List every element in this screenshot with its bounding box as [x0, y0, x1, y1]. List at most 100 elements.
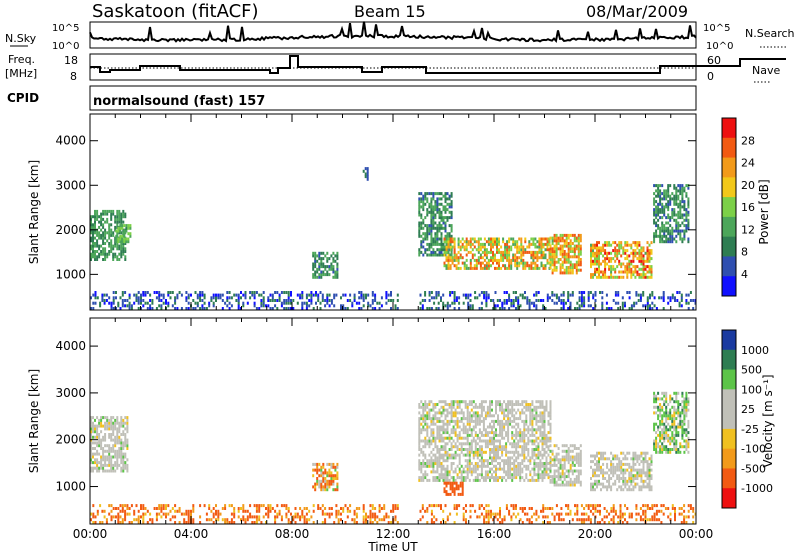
- data-cell: [663, 189, 666, 193]
- data-cell: [432, 419, 435, 423]
- data-cell: [675, 186, 678, 190]
- data-cell: [482, 408, 485, 412]
- data-cell: [458, 470, 461, 474]
- data-cell: [602, 275, 605, 279]
- data-cell: [646, 259, 649, 263]
- data-cell: [569, 255, 572, 259]
- data-cell: [122, 433, 125, 436]
- data-cell: [673, 400, 676, 404]
- data-cell: [527, 442, 530, 446]
- data-cell: [636, 477, 639, 480]
- data-cell: [530, 253, 533, 257]
- data-cell: [538, 266, 541, 270]
- data-cell: [537, 442, 540, 446]
- data-cell: [440, 476, 443, 480]
- data-cell: [110, 433, 113, 436]
- data-cell: [460, 470, 463, 474]
- data-cell: [476, 436, 479, 440]
- data-cell: [432, 205, 435, 209]
- data-cell: [638, 474, 641, 478]
- data-cell: [646, 468, 649, 472]
- data-cell: [428, 224, 431, 228]
- data-cell: [687, 218, 690, 222]
- data-cell: [508, 240, 511, 244]
- data-cell: [513, 470, 516, 474]
- data-cell: [649, 293, 651, 297]
- data-cell: [683, 408, 686, 412]
- data-cell: [476, 467, 479, 471]
- data-cell: [549, 469, 552, 473]
- data-cell: [434, 200, 437, 204]
- data-cell: [126, 441, 129, 445]
- data-cell: [438, 431, 441, 435]
- data-cell: [480, 301, 483, 305]
- data-cell: [592, 482, 594, 486]
- data-cell: [459, 240, 462, 244]
- data-cell: [344, 307, 347, 310]
- left-tick-top: 10^5: [52, 23, 79, 34]
- data-cell: [90, 461, 92, 465]
- data-cell: [594, 291, 597, 294]
- data-cell: [628, 262, 631, 266]
- data-cell: [468, 453, 471, 457]
- data-cell: [194, 291, 197, 294]
- data-cell: [174, 509, 177, 513]
- data-cell: [655, 213, 658, 217]
- data-cell: [521, 450, 524, 454]
- data-cell: [675, 234, 678, 238]
- data-cell: [642, 465, 645, 469]
- data-cell: [503, 408, 506, 412]
- data-cell: [659, 411, 662, 415]
- data-cell: [424, 192, 427, 196]
- data-cell: [418, 425, 421, 429]
- data-cell: [262, 301, 265, 305]
- data-cell: [512, 256, 515, 260]
- data-cell: [543, 405, 546, 409]
- data-cell: [280, 301, 283, 305]
- data-cell: [621, 307, 624, 310]
- data-cell: [503, 467, 506, 471]
- colorbar-tick-label: 24: [741, 157, 755, 170]
- data-cell: [571, 469, 574, 473]
- data-cell: [665, 194, 668, 198]
- data-cell: [316, 471, 319, 475]
- data-cell: [434, 442, 437, 446]
- data-cell: [634, 241, 637, 245]
- data-cell: [592, 454, 594, 458]
- data-cell: [610, 273, 613, 277]
- data-cell: [489, 478, 491, 482]
- data-cell: [642, 479, 645, 483]
- data-cell: [528, 250, 531, 254]
- data-cell: [418, 202, 421, 206]
- data-cell: [490, 264, 492, 268]
- data-cell: [451, 256, 454, 260]
- data-cell: [569, 233, 572, 237]
- data-cell: [428, 403, 431, 406]
- data-cell: [675, 197, 678, 201]
- data-cell: [124, 455, 127, 459]
- data-cell: [114, 449, 117, 453]
- data-cell: [673, 391, 676, 395]
- data-cell: [632, 270, 635, 274]
- data-cell: [667, 448, 670, 451]
- data-cell: [669, 439, 672, 443]
- data-cell: [312, 307, 315, 310]
- data-cell: [657, 213, 660, 217]
- data-cell: [495, 476, 497, 480]
- data-cell: [158, 299, 161, 302]
- data-cell: [646, 296, 649, 300]
- data-cell: [497, 403, 499, 406]
- data-cell: [421, 299, 424, 302]
- data-cell: [482, 459, 485, 463]
- data-cell: [442, 411, 445, 415]
- data-cell: [565, 444, 568, 448]
- data-cell: [125, 224, 128, 228]
- data-cell: [505, 414, 508, 418]
- data-cell: [455, 266, 458, 270]
- data-cell: [334, 259, 337, 263]
- data-cell: [324, 304, 327, 308]
- data-cell: [632, 249, 635, 253]
- data-cell: [628, 474, 631, 478]
- data-cell: [308, 304, 311, 308]
- data-cell: [94, 215, 96, 219]
